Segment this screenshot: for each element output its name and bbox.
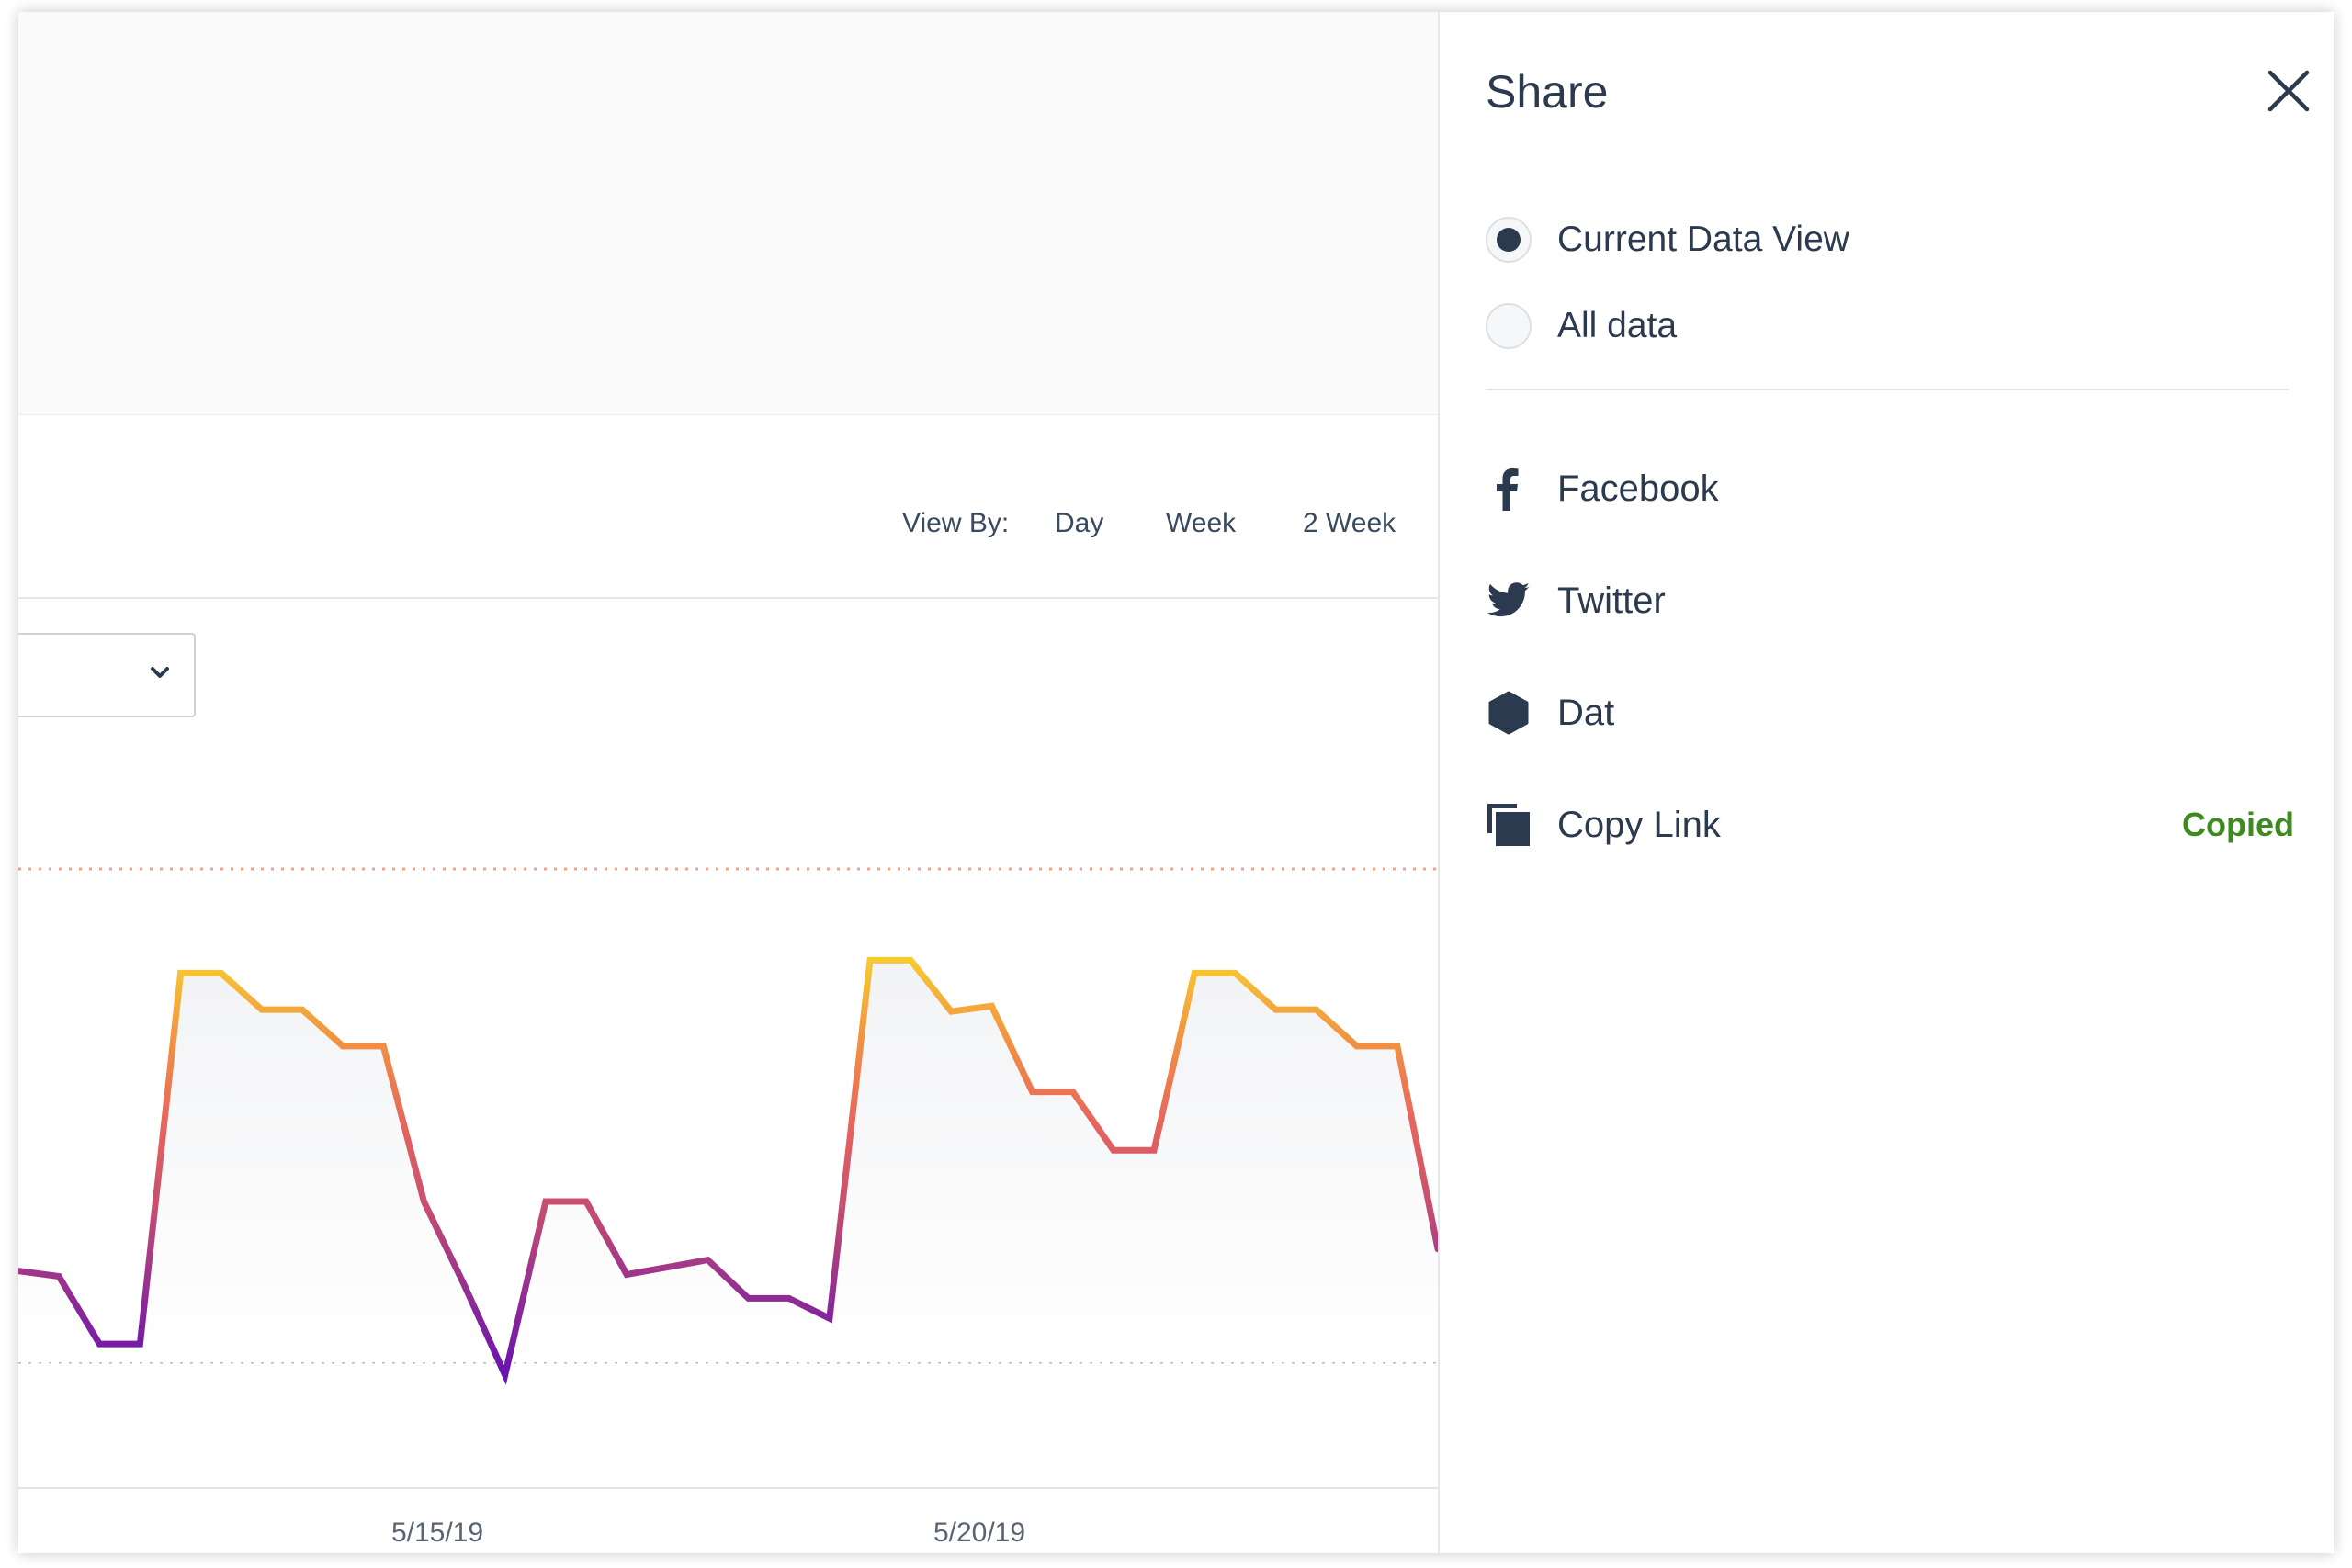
- x-tick-label: 5/20/19: [933, 1517, 1025, 1548]
- close-icon[interactable]: [2265, 67, 2312, 115]
- view-by-2-week-option[interactable]: 2 Week: [1303, 508, 1396, 538]
- radio-all-data[interactable]: All data: [1486, 299, 1677, 354]
- share-twitter-button[interactable]: Twitter: [1486, 569, 2294, 633]
- share-item-label: Copy Link: [1557, 804, 1721, 845]
- copied-status: Copied: [2182, 806, 2294, 843]
- radio-current-data-view[interactable]: Current Data View: [1486, 212, 1849, 267]
- radio-button[interactable]: [1486, 217, 1532, 263]
- share-item-label: Dat: [1557, 692, 1615, 733]
- share-copy-link-button[interactable]: Copy Link Copied: [1486, 793, 2294, 857]
- share-item-label: Twitter: [1557, 580, 1666, 621]
- share-panel-title: Share: [1486, 66, 1609, 118]
- panel-divider: [1486, 389, 2289, 390]
- app-window: View By: Day Week 2 Week: [18, 12, 2334, 1553]
- radio-label: Current Data View: [1557, 220, 1849, 259]
- metric-select[interactable]: [18, 633, 196, 717]
- series-area: [18, 960, 1438, 1375]
- view-by-day-option[interactable]: Day: [1055, 508, 1104, 538]
- chevron-down-icon: [151, 667, 169, 678]
- facebook-icon: [1486, 466, 1532, 512]
- toolbar-divider: [18, 597, 1438, 599]
- view-by-week-option[interactable]: Week: [1166, 508, 1237, 538]
- share-panel: Share Current Data View All data Faceboo…: [1438, 12, 2334, 1553]
- share-item-label: Facebook: [1557, 468, 1719, 509]
- series-line: [18, 956, 1438, 1385]
- radio-button[interactable]: [1486, 303, 1532, 349]
- copy-icon: [1486, 802, 1532, 848]
- dat-hexagon-icon: [1486, 690, 1532, 736]
- view-by-label: View By:: [902, 508, 1010, 538]
- radio-label: All data: [1557, 306, 1678, 345]
- line-chart: 5/15/19 5/20/19: [18, 867, 1438, 1548]
- header-band: [18, 12, 1438, 415]
- share-facebook-button[interactable]: Facebook: [1486, 457, 2294, 521]
- x-tick-label: 5/15/19: [391, 1517, 483, 1548]
- share-dat-button[interactable]: Dat: [1486, 681, 2294, 745]
- radio-selected-dot: [1497, 228, 1521, 252]
- twitter-icon: [1486, 578, 1532, 624]
